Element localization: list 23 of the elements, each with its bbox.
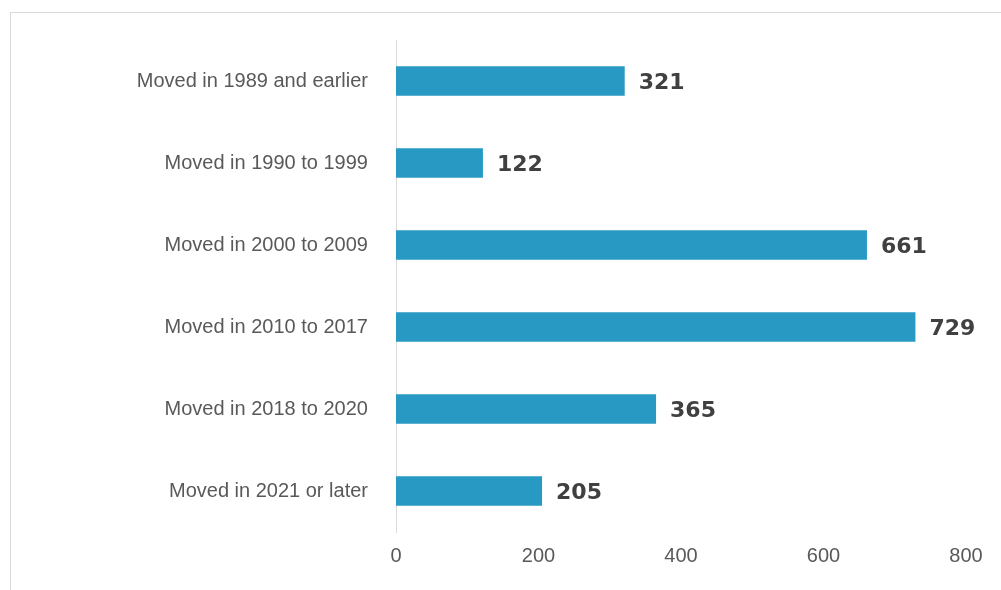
x-tick-label: 800	[949, 543, 983, 566]
y-tick-label: Moved in 2000 to 2009	[164, 232, 368, 255]
data-label: 661	[880, 232, 927, 258]
bar	[396, 394, 657, 424]
y-tick-label: Moved in 2018 to 2020	[164, 396, 368, 419]
data-label: 321	[638, 68, 685, 94]
data-label: 205	[556, 478, 602, 504]
data-label: 122	[496, 150, 543, 176]
bar	[396, 476, 543, 506]
y-tick-label: Moved in 2010 to 2017	[164, 314, 368, 337]
bar	[396, 66, 625, 96]
x-tick-label: 600	[806, 543, 841, 566]
bar	[396, 312, 916, 342]
data-label: 365	[670, 396, 716, 422]
bar	[396, 230, 867, 260]
y-tick-label: Moved in 1990 to 1999	[164, 150, 368, 173]
y-tick-label: Moved in 1989 and earlier	[136, 68, 369, 91]
x-tick-label: 200	[521, 543, 556, 566]
y-tick-label: Moved in 2021 or later	[168, 478, 369, 501]
data-label: 729	[929, 314, 976, 340]
bar	[396, 148, 483, 178]
x-tick-label: 0	[390, 543, 402, 566]
x-tick-label: 400	[664, 543, 698, 566]
